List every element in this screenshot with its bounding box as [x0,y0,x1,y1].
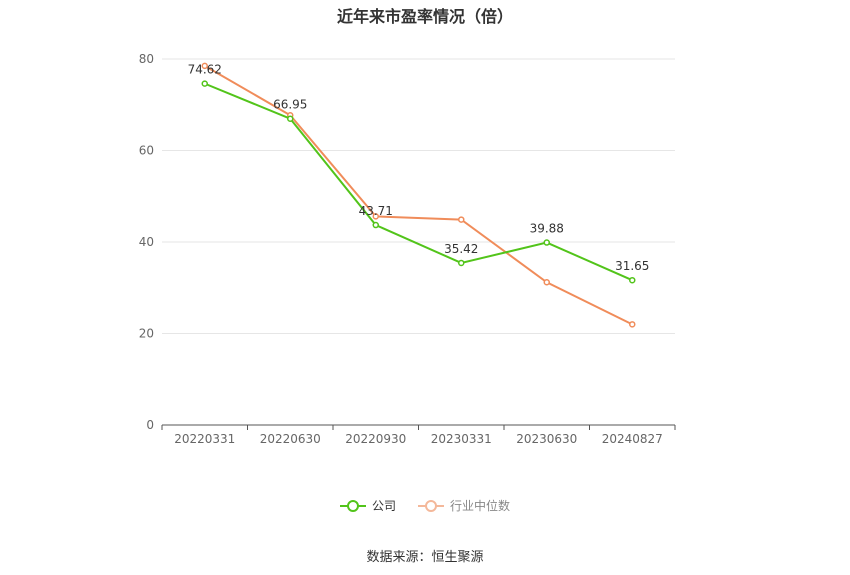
company-data-point[interactable] [543,239,550,246]
legend-label-industry: 行业中位数 [450,499,511,513]
company-data-label: 43.71 [359,204,393,218]
industry-data-point[interactable] [543,279,550,286]
industry-data-point[interactable] [458,216,465,223]
industry-series-line [204,64,633,326]
chart-title: 近年来市盈率情况（倍） [336,7,513,26]
y-tick-label: 60 [139,144,154,158]
company-data-label: 39.88 [530,222,564,236]
company-data-point[interactable] [201,80,208,87]
x-tick-label: 20220930 [345,432,406,446]
industry-data-point[interactable] [372,213,379,220]
company-data-point[interactable] [287,115,294,122]
data-source-note: 数据来源：恒生聚源 [366,550,484,565]
legend-label-company: 公司 [371,499,396,513]
company-series-line [204,82,633,282]
y-tick-label: 20 [139,327,154,341]
industry-data-point[interactable] [201,62,208,70]
x-tick-label: 20230331 [431,432,492,446]
legend-item-company[interactable]: 公司 [339,497,396,514]
legend: 公司 行业中位数 [0,497,850,514]
x-tick-label: 20240827 [602,432,663,446]
y-tick-label: 40 [139,235,154,249]
grid-lines [162,58,675,334]
company-data-point[interactable] [629,276,636,284]
legend-line-marker-icon [339,499,366,512]
data-labels: 74.62 66.95 43.71 35.42 39.88 31.65 [188,63,650,274]
y-tick-label: 0 [146,418,154,432]
company-data-label: 31.65 [615,259,649,273]
axes: 0 20 40 60 80 20220331 20220630 20220930 2023033… [139,52,676,446]
legend-item-industry[interactable]: 行业中位数 [418,497,510,514]
y-tick-label: 80 [139,52,154,66]
company-data-label: 66.95 [273,98,307,112]
industry-data-point[interactable] [629,321,636,328]
x-tick-label: 20230630 [516,432,577,446]
company-data-label: 35.42 [444,242,478,256]
legend-line-marker-icon [418,499,444,512]
x-tick-label: 20220331 [174,432,235,446]
company-data-label: 74.62 [188,63,222,77]
company-data-point[interactable] [372,221,379,229]
company-data-point[interactable] [458,259,465,267]
x-tick-label: 20220630 [260,432,321,446]
series-lines [201,62,636,328]
